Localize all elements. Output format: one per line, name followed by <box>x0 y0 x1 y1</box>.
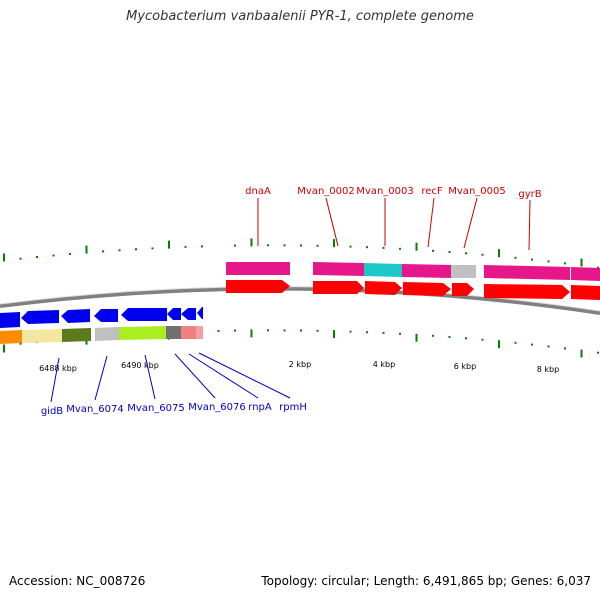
forward-cog-row <box>226 262 600 281</box>
cog-block-rev-pink <box>181 326 196 339</box>
cog-block-next <box>571 267 600 281</box>
scale-labels: 6488 kbp 6490 kbp 2 kbp 4 kbp 6 kbp 8 kb… <box>39 360 559 374</box>
scale-label-6kbp: 6 kbp <box>454 362 476 371</box>
scale-label-6488kbp: 6488 kbp <box>39 364 77 373</box>
gene-label-mvan6076: Mvan_6076 <box>188 402 245 413</box>
leader-line-mvan6075 <box>144 354 156 400</box>
cds-arrow-next <box>571 285 600 300</box>
cds-arrow-gyrB <box>484 284 570 299</box>
gene-label-mvan6074: Mvan_6074 <box>66 404 123 415</box>
genome-summary-text: Topology: circular; Length: 6,491,865 bp… <box>261 574 591 588</box>
gene-label-mvan0002: Mvan_0002 <box>297 186 354 197</box>
outer-tick-ring <box>3 238 599 269</box>
cds-arrow-mvan0005 <box>452 283 474 296</box>
leader-line-mvan0005 <box>463 197 478 249</box>
cds-arrow-rev-mvan6076 <box>167 308 181 320</box>
cds-arrow-rev-mvan6075b <box>121 308 167 321</box>
cog-block-rev-darkgray <box>166 326 181 339</box>
cog-block-mvan0002 <box>313 262 364 276</box>
cds-arrow-rev-gidB <box>21 310 59 324</box>
map-title: Mycobacterium vanbaalenii PYR-1, complet… <box>126 9 474 24</box>
reverse-gene-labels: gidB Mvan_6074 Mvan_6075 Mvan_6076 rnpA … <box>41 352 307 417</box>
forward-gene-labels: dnaA Mvan_0002 Mvan_0003 recF Mvan_0005 … <box>245 186 542 251</box>
cog-block-rev-olive <box>62 328 91 342</box>
leader-line-recF <box>427 197 435 248</box>
cds-arrow-rev-mvan6075a <box>94 309 118 322</box>
accession-text: Accession: NC_008726 <box>9 574 146 588</box>
gene-label-recF: recF <box>421 186 443 197</box>
gene-label-gidB: gidB <box>41 406 63 417</box>
gene-label-gyrB: gyrB <box>518 189 541 200</box>
scale-label-2kbp: 2 kbp <box>289 360 311 369</box>
gene-label-rpmH: rpmH <box>279 402 307 413</box>
leader-line-mvan6076 <box>174 353 216 399</box>
gene-label-rnpA: rnpA <box>248 402 272 413</box>
gene-label-mvan0003: Mvan_0003 <box>356 186 413 197</box>
leader-line-gyrB <box>528 199 531 251</box>
cog-block-rev-yellow <box>22 329 62 343</box>
forward-cds-row <box>226 280 600 300</box>
cog-block-mvan0003 <box>364 263 402 277</box>
cds-arrow-dnaA <box>226 280 290 293</box>
gene-label-mvan0005: Mvan_0005 <box>448 186 505 197</box>
gene-label-dnaA: dnaA <box>245 186 271 197</box>
leader-line-rnpA <box>188 353 259 399</box>
cog-block-rev-pink2 <box>196 326 203 339</box>
genome-backbone-highlight <box>0 286 600 312</box>
leader-line-rpmH <box>198 352 291 399</box>
inner-tick-ring <box>3 329 599 358</box>
leader-line-mvan0002 <box>325 197 339 247</box>
cog-block-rev-orange <box>0 330 22 344</box>
reverse-cog-row <box>0 326 203 344</box>
genome-backbone <box>0 286 600 315</box>
cog-block-rev-lime <box>119 326 166 340</box>
cog-block-rev-gray <box>95 327 119 341</box>
cog-block-dnaA <box>226 262 290 275</box>
cog-block-recF <box>402 264 451 278</box>
cds-arrow-rev-mvan6074 <box>61 309 90 323</box>
cds-arrow-rev-1 <box>0 312 20 328</box>
cds-arrow-mvan0003 <box>365 281 402 295</box>
gene-label-mvan6075: Mvan_6075 <box>127 403 184 414</box>
cog-block-mvan0005 <box>451 265 476 278</box>
scale-label-4kbp: 4 kbp <box>373 360 395 369</box>
leader-line-gidB <box>50 357 60 403</box>
scale-label-6490kbp: 6490 kbp <box>121 361 159 370</box>
cds-arrow-rev-rpmH <box>197 307 203 319</box>
cds-arrow-rev-rnpA <box>181 308 196 320</box>
cds-arrow-recF <box>403 282 451 296</box>
leader-line-mvan6074 <box>94 355 108 401</box>
reverse-cds-row <box>0 307 203 328</box>
cog-block-gyrB <box>484 265 570 280</box>
cds-arrow-mvan0002 <box>313 281 364 294</box>
scale-label-8kbp: 8 kbp <box>537 365 559 374</box>
